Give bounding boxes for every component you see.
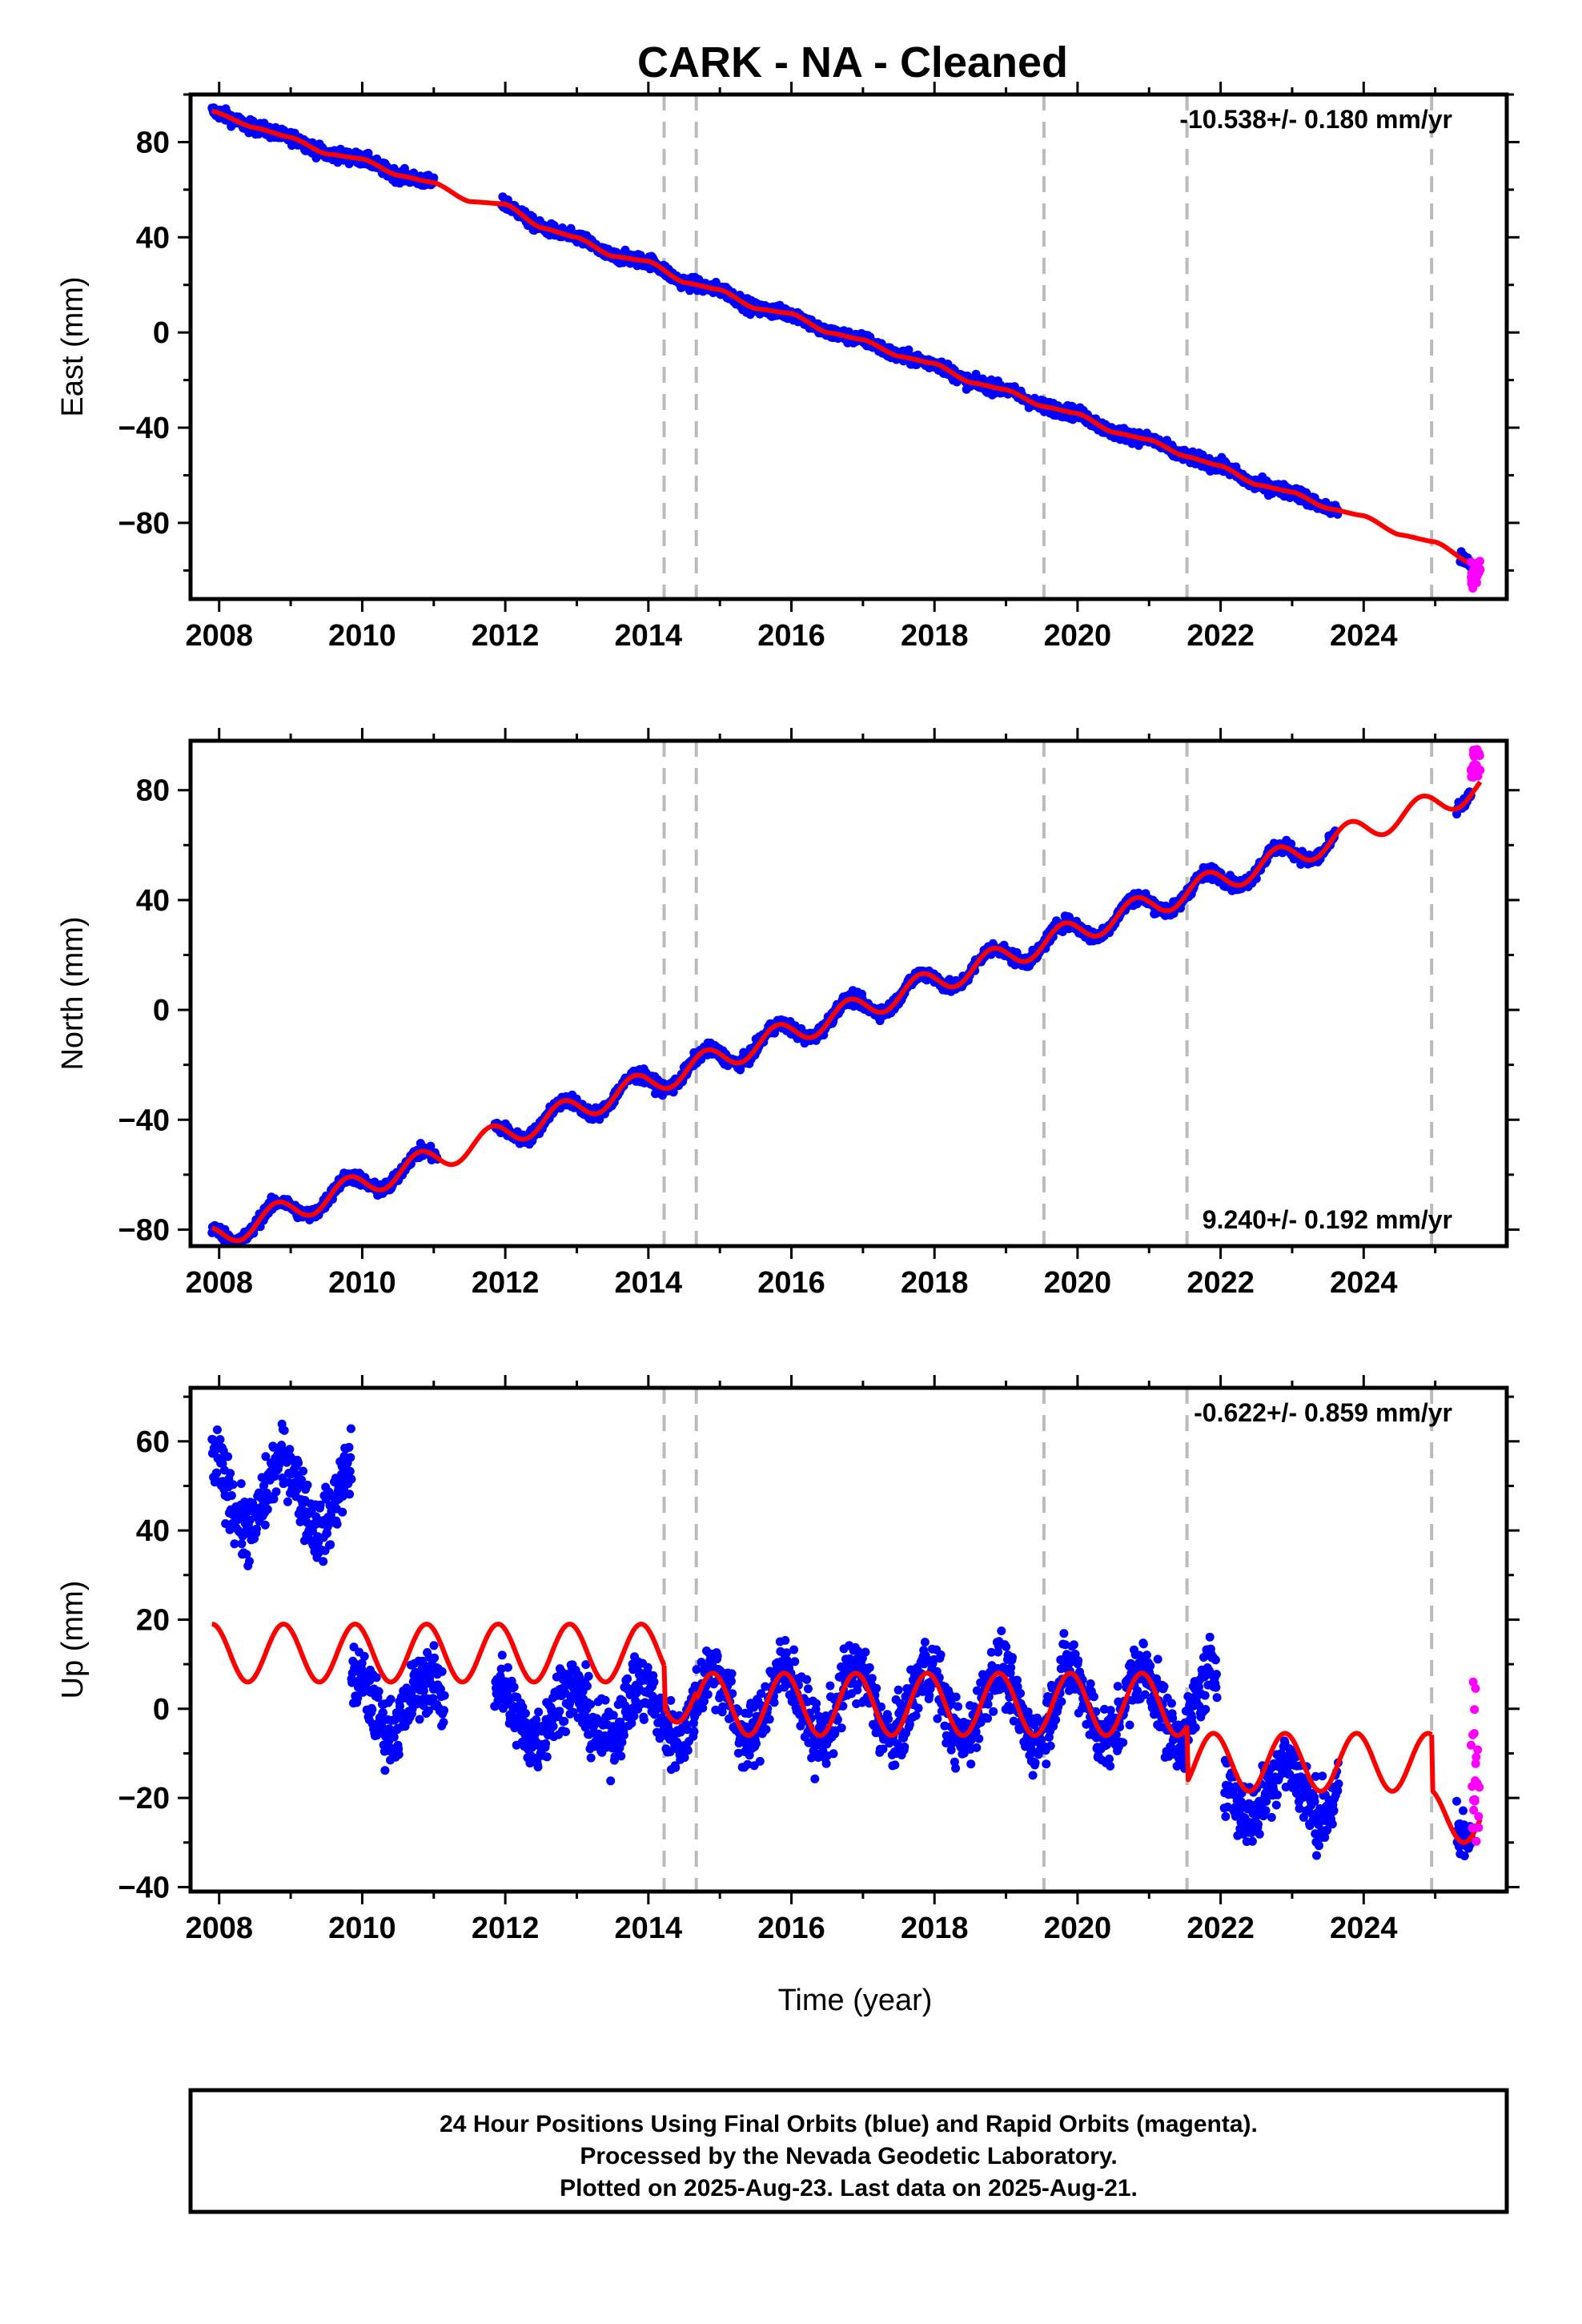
final-orbit-point: [228, 1480, 238, 1490]
panel-up: 2008 2010 2012 2014 2016 2018 2020 2022 20246040…: [56, 1375, 1520, 1945]
final-orbit-point: [212, 1468, 222, 1478]
panel-north: 2008 2010 2012 2014 2016 2018 2020 2022 2024 80 40…: [56, 728, 1520, 1300]
y-tick-label: 0: [153, 316, 170, 350]
final-orbit-point: [319, 1557, 328, 1566]
x-tick-label: 2020: [1044, 1266, 1112, 1300]
x-tick-label: 2018: [901, 1266, 969, 1300]
x-tick-label: 2010: [328, 619, 396, 653]
y-tick-label: −80: [118, 507, 170, 541]
rapid-orbit-points: [1466, 745, 1485, 782]
final-orbit-point: [285, 1445, 295, 1454]
x-tick-label: 2024: [1330, 1266, 1398, 1300]
final-orbit-points: [207, 1419, 1476, 1860]
final-orbit-point: [279, 1425, 289, 1435]
final-orbit-point: [363, 148, 373, 158]
x-tick-label: 2008: [185, 619, 253, 653]
rapid-orbit-point: [1469, 746, 1479, 755]
y-tick-label: 40: [136, 884, 170, 918]
final-orbit-point: [338, 1507, 347, 1517]
final-orbit-point: [271, 1487, 281, 1497]
rapid-orbit-point: [1468, 584, 1478, 593]
x-tick-label: 2016: [757, 1266, 825, 1300]
final-orbit-point: [245, 1557, 254, 1566]
rapid-orbit-point: [1467, 764, 1476, 774]
chart-title: CARK - NA - Cleaned: [637, 38, 1068, 86]
y-tick-label: 40: [136, 221, 170, 255]
final-orbit-point: [252, 1524, 261, 1534]
final-orbit-point: [294, 1458, 303, 1468]
y-tick-label: −80: [118, 1213, 170, 1247]
x-tick-label: 2008: [185, 1266, 253, 1300]
rate-label: -10.538+/- 0.180 mm/yr: [1179, 105, 1452, 134]
x-tick-label: 2018: [901, 619, 969, 653]
final-orbit-point: [215, 1435, 225, 1444]
final-orbit-point: [303, 1480, 312, 1490]
final-orbit-point: [236, 1479, 246, 1489]
y-tick-label: 80: [136, 126, 170, 159]
model-line: [211, 780, 1483, 1244]
x-tick-label: 2012: [472, 619, 540, 653]
final-orbit-point: [226, 1469, 235, 1478]
final-orbit-point: [212, 1425, 222, 1434]
final-orbit-point: [263, 1505, 272, 1514]
rate-label: 9.240+/- 0.192 mm/yr: [1203, 1205, 1452, 1234]
y-tick-label: −40: [118, 1104, 170, 1137]
y-tick-label: 0: [153, 994, 170, 1027]
final-orbit-point: [299, 1466, 308, 1476]
rapid-orbit-point: [1467, 573, 1476, 582]
final-orbit-point: [237, 1539, 247, 1549]
y-tick-label: 80: [136, 774, 170, 808]
panel-east: 2008 2010 2012 2014 2016 2018 2020 2022 2024 80 40…: [56, 82, 1520, 653]
final-orbit-point: [223, 1452, 233, 1462]
final-orbit-point: [332, 1519, 342, 1529]
y-axis-label: North (mm): [56, 916, 90, 1070]
final-orbit-point: [283, 1497, 292, 1506]
x-tick-label: 2024: [1330, 619, 1398, 653]
x-tick-label: 2014: [615, 1266, 683, 1300]
final-orbit-point: [227, 1491, 236, 1500]
x-tick-label: 2010: [328, 1266, 396, 1300]
x-tick-label: 2020: [1044, 619, 1112, 653]
rapid-orbit-points: [1467, 557, 1485, 593]
y-tick-label: −40: [118, 412, 170, 445]
y-axis-label: East (mm): [56, 276, 90, 416]
x-tick-label: 2012: [472, 1266, 540, 1300]
x-tick-label: 2016: [757, 619, 825, 653]
final-orbit-point: [326, 1540, 335, 1550]
x-tick-label: 2022: [1186, 1266, 1255, 1300]
final-orbit-point: [260, 1520, 270, 1530]
x-tick-label: 2022: [1186, 619, 1255, 653]
x-tick-label: 2014: [615, 619, 683, 653]
